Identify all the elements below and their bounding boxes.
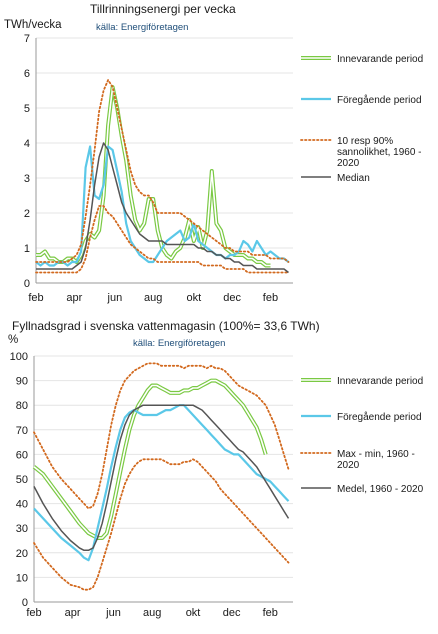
- legend-label: 10 resp 90% sannolikhet, 1960 -2020: [337, 136, 422, 169]
- chart2-title: Fyllnadsgrad i svenska vattenmagasin (10…: [12, 319, 320, 333]
- y-tick-label: 0: [22, 597, 28, 609]
- x-tick-label: okt: [186, 292, 201, 304]
- x-tick-label: jun: [105, 607, 121, 619]
- x-tick-label: feb: [263, 292, 278, 304]
- series-line-dotted-orange: [33, 458, 290, 591]
- y-tick-label: 5: [24, 103, 30, 115]
- y-tick-label: 40: [16, 499, 28, 511]
- y-tick-label: 1: [24, 243, 30, 255]
- legend-label: Innevarande period: [337, 54, 423, 65]
- y-tick-label: 0: [24, 278, 30, 290]
- y-tick-label: 100: [10, 351, 28, 363]
- y-tick-label: 30: [16, 523, 28, 535]
- chart1-ylabel: TWh/vecka: [4, 19, 62, 31]
- legend-label: Max - min, 1960 -2020: [337, 449, 415, 471]
- y-tick-label: 90: [16, 376, 28, 388]
- x-tick-label: dec: [223, 292, 241, 304]
- y-tick-label: 60: [16, 449, 28, 461]
- chart1-source: källa: Energiföretagen: [96, 22, 188, 33]
- series-line-cyan: [33, 404, 290, 562]
- x-tick-label: feb: [263, 607, 278, 619]
- chart1-title: Tillrinningsenergi per vecka: [90, 2, 236, 16]
- y-tick-label: 10: [16, 572, 28, 584]
- series-line-dotted-orange: [35, 205, 290, 274]
- series-line-double-green: [32, 378, 268, 540]
- series-line-dark: [33, 404, 290, 552]
- y-tick-label: 4: [24, 138, 30, 150]
- legend-label: Median: [337, 173, 370, 184]
- y-tick-label: 2: [24, 208, 30, 220]
- x-tick-label: feb: [26, 607, 41, 619]
- x-tick-label: feb: [28, 292, 43, 304]
- x-tick-label: apr: [66, 292, 82, 304]
- legend-label: Föregående period: [337, 411, 422, 423]
- y-tick-label: 20: [16, 548, 28, 560]
- x-tick-label: okt: [186, 607, 201, 619]
- series-line-double-green-inner: [36, 86, 271, 267]
- chart2-plot: 0 10 20 30 40 50 60 70 80 90 100 feb apr jun aug okt dec…: [10, 351, 424, 619]
- legend-label: Innevarande period: [337, 376, 423, 387]
- y-tick-label: 70: [16, 425, 28, 437]
- legend-label: Medel, 1960 - 2020: [337, 484, 424, 495]
- x-tick-label: aug: [144, 292, 162, 304]
- x-tick-label: aug: [143, 607, 161, 619]
- series-line-dotted-orange: [35, 79, 290, 263]
- legend-label: Föregående period: [337, 94, 422, 106]
- x-tick-label: apr: [65, 607, 81, 619]
- y-tick-label: 3: [24, 173, 30, 185]
- y-tick-label: 50: [16, 474, 28, 486]
- series-line-double-green: [36, 85, 271, 268]
- series-line-double-green-inner: [33, 379, 267, 539]
- y-tick-label: 7: [24, 33, 30, 45]
- y-tick-label: 80: [16, 400, 28, 412]
- x-tick-label: jun: [107, 292, 123, 304]
- series-line-cyan: [35, 145, 290, 267]
- x-tick-label: dec: [223, 607, 241, 619]
- chart1-plot: 0 1 2 3 4 5 6 7 feb apr jun aug okt dec feb Innevarande…: [24, 33, 423, 304]
- chart2-ylabel: %: [8, 334, 18, 346]
- series-line-dotted-orange: [33, 362, 290, 510]
- y-tick-label: 6: [24, 68, 30, 80]
- series-line-dark: [36, 142, 289, 274]
- chart2-source: källa: Energiföretagen: [133, 338, 225, 349]
